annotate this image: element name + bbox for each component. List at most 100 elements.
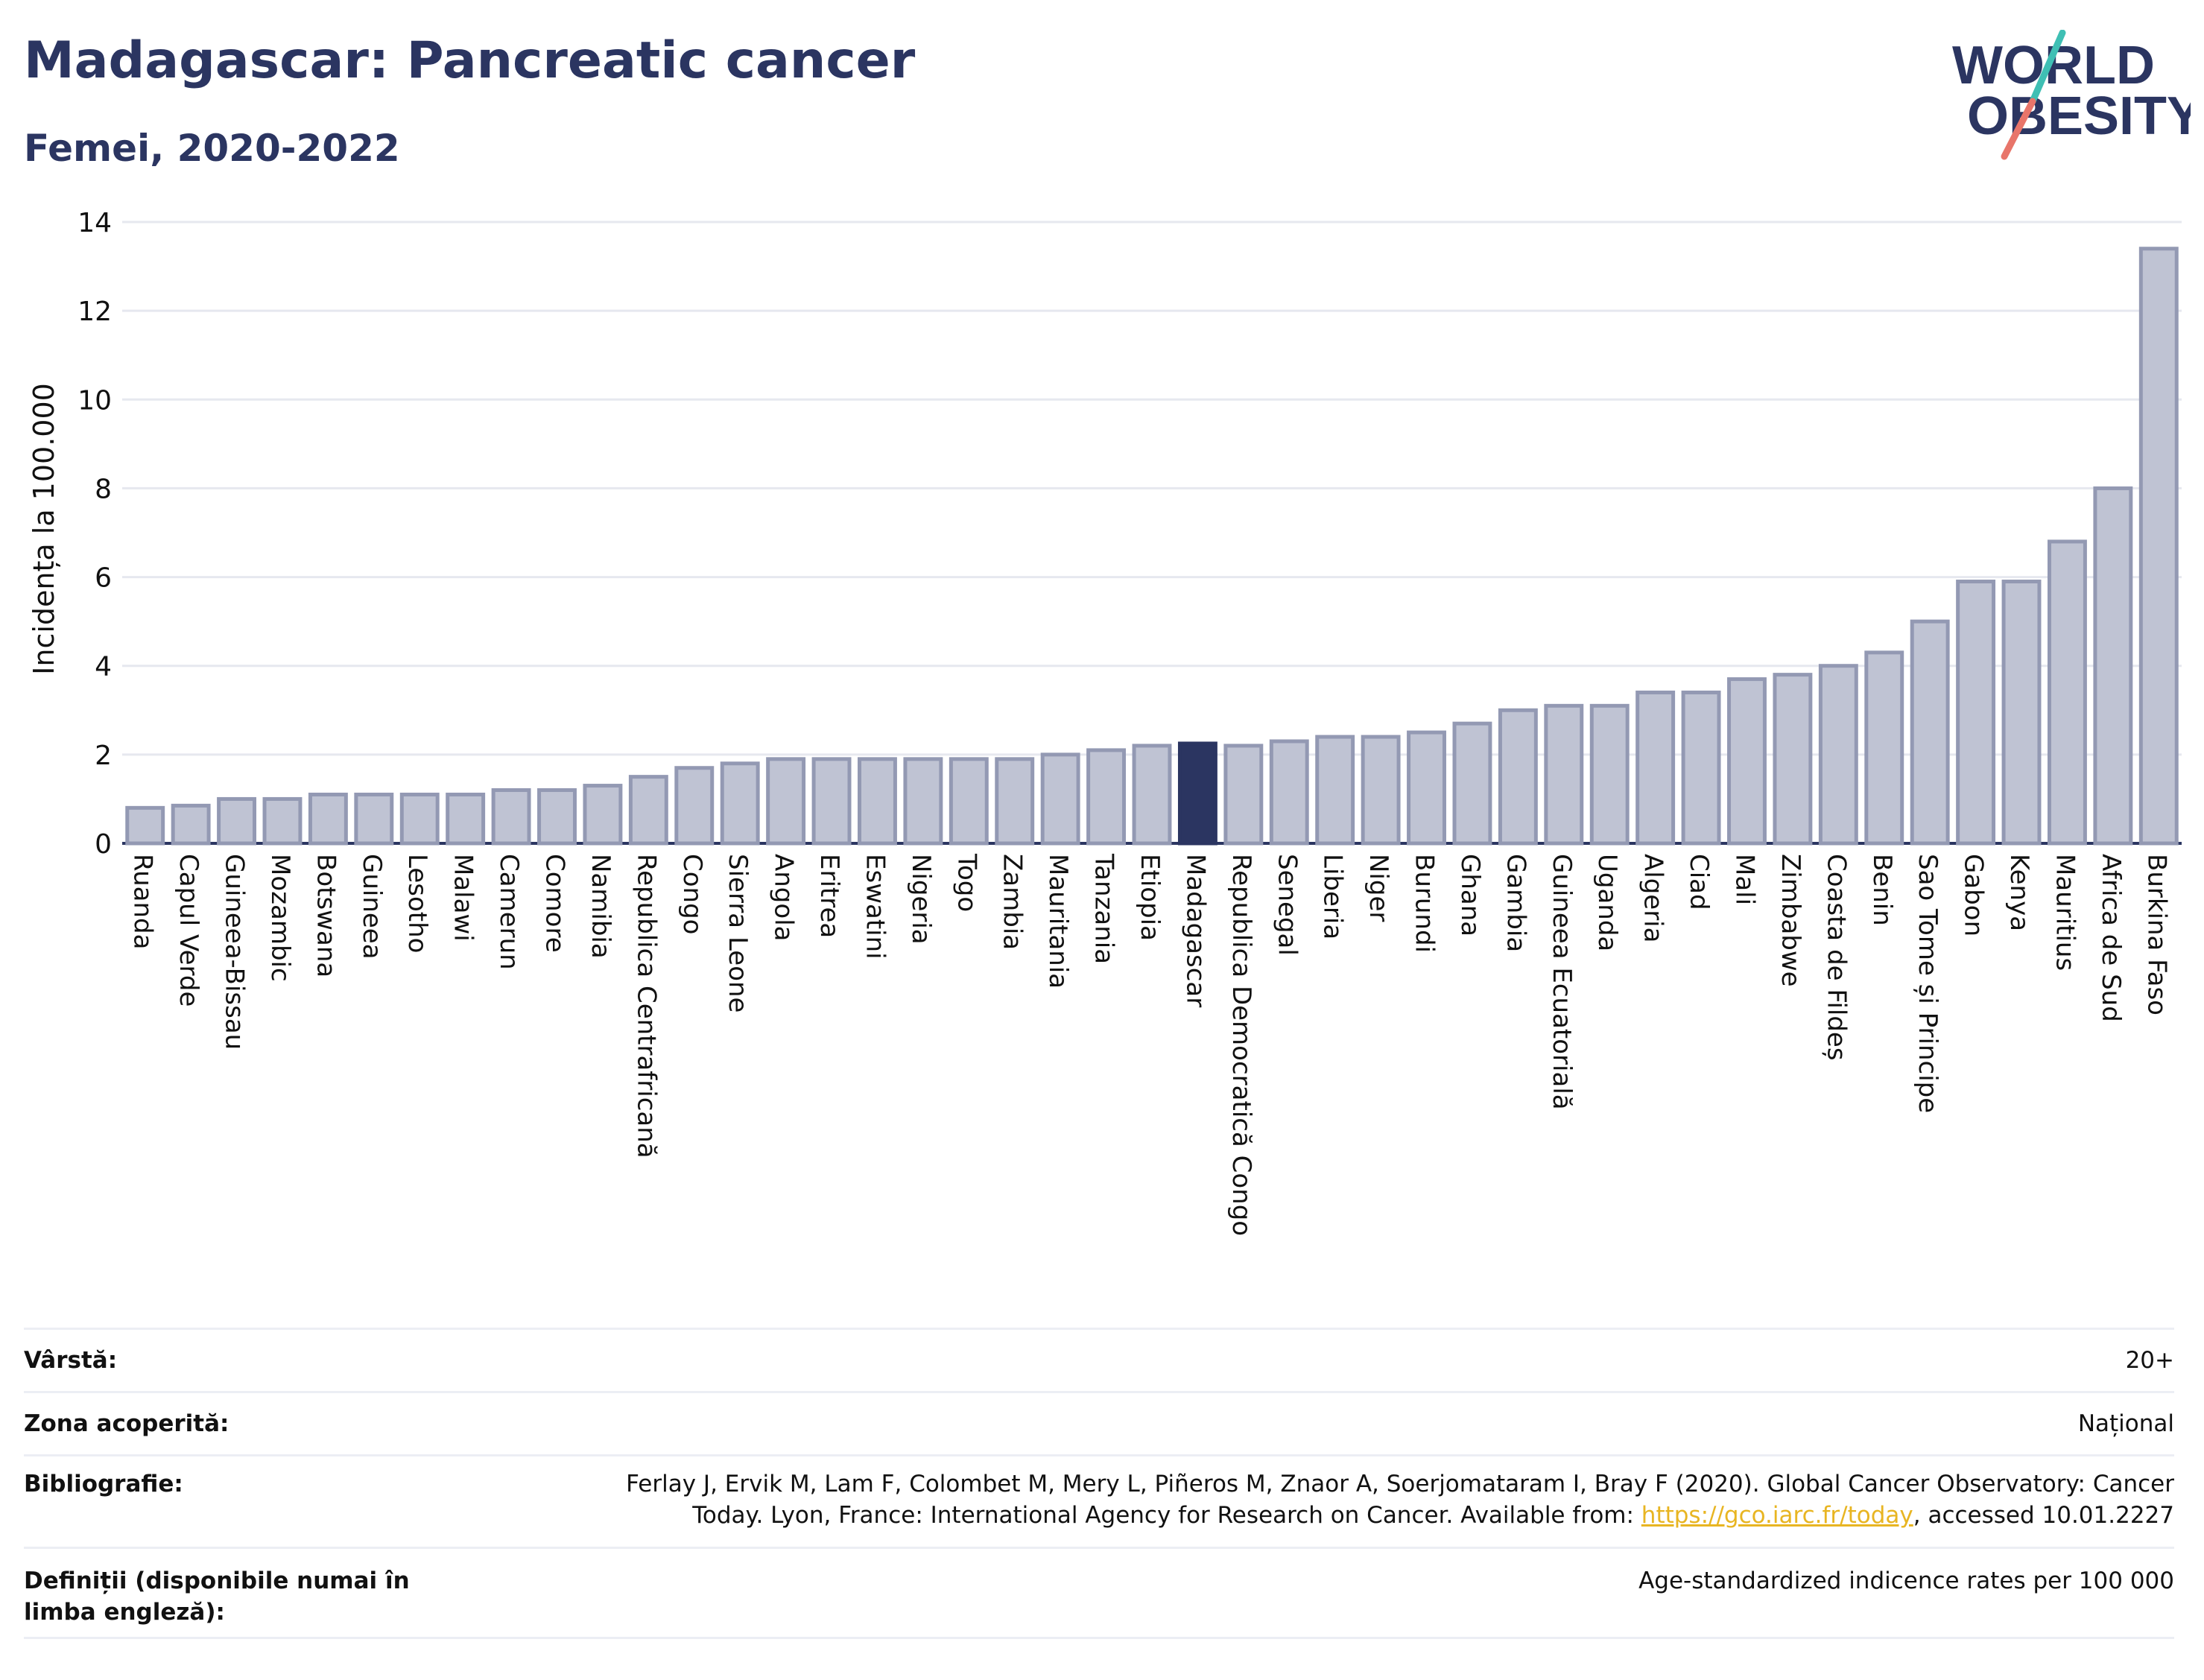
bar xyxy=(1544,703,1584,846)
bar xyxy=(399,792,440,846)
x-tick-label: Comore xyxy=(540,854,570,953)
bar xyxy=(858,757,897,846)
bar xyxy=(720,761,760,846)
bar xyxy=(446,792,486,846)
x-tick-label: Eritrea xyxy=(814,854,844,938)
logo-slash-teal xyxy=(2029,30,2066,105)
logo-slash-red xyxy=(2001,98,2036,160)
page-subtitle: Femei, 2020-2022 xyxy=(24,127,400,170)
x-tick-label: Guineea Ecuatorială xyxy=(1547,854,1577,1110)
bar xyxy=(2001,580,2042,846)
meta-row-age: Vârstă: 20+ xyxy=(24,1328,2174,1391)
bar xyxy=(903,757,943,846)
bar xyxy=(2138,247,2179,846)
y-tick-label: 8 xyxy=(95,474,112,504)
x-tick-label: Etiopia xyxy=(1135,854,1165,941)
age-value: 20+ xyxy=(2125,1347,2174,1374)
coverage-label: Zona acoperită: xyxy=(24,1410,229,1437)
x-tick-label: Sierra Leone xyxy=(723,854,753,1012)
bar xyxy=(2093,486,2133,846)
bar xyxy=(262,796,303,846)
bar xyxy=(674,766,715,846)
x-tick-label: Guineea xyxy=(357,854,387,960)
bar xyxy=(1727,677,1767,846)
x-tick-label: Burkina Faso xyxy=(2141,854,2171,1015)
x-tick-label: Burundi xyxy=(1410,854,1440,953)
bar xyxy=(1315,735,1355,846)
x-tick-label: Eswatini xyxy=(860,854,890,960)
metadata-table: Vârstă: 20+ Zona acoperită: Național Bib… xyxy=(24,1328,2174,1639)
x-tick-label: Uganda xyxy=(1592,854,1622,951)
x-tick-label: Togo xyxy=(951,853,981,912)
x-tick-label: Tanzania xyxy=(1089,853,1119,964)
bar xyxy=(171,803,211,846)
y-tick-label: 12 xyxy=(77,297,112,327)
x-tick-label: Malawi xyxy=(449,854,478,942)
x-tick-label: Botswana xyxy=(311,854,341,977)
bar xyxy=(1223,744,1264,846)
bibliography-link[interactable]: https://gco.iarc.fr/today xyxy=(1641,1502,1913,1529)
x-tick-label: Sao Tome și Principe xyxy=(1913,854,1942,1113)
meta-row-coverage: Zona acoperită: Național xyxy=(24,1391,2174,1454)
bar xyxy=(125,805,165,846)
x-tick-label: Zimbabwe xyxy=(1776,854,1805,987)
x-tick-label: Angola xyxy=(769,854,799,941)
bar xyxy=(308,792,348,846)
x-tick-label: Lesotho xyxy=(402,854,432,953)
x-tick-label: Liberia xyxy=(1318,854,1348,939)
x-tick-label: Congo xyxy=(677,854,707,934)
x-tick-label: Algeria xyxy=(1638,854,1668,942)
x-tick-label: Zambia xyxy=(998,854,1027,950)
x-tick-label: Ghana xyxy=(1455,854,1485,936)
bar xyxy=(1361,735,1401,846)
bibliography-value: Ferlay J, Ervik M, Lam F, Colombet M, Me… xyxy=(626,1468,2174,1531)
x-tick-label: Gambia xyxy=(1501,854,1530,952)
bar xyxy=(1956,580,1996,846)
x-tick-labels: Ruanda Capul Verde Guineea-Bissau Mozambic B… xyxy=(128,853,2172,1236)
y-tick-labels: 0 2 4 6 8 10 12 14 xyxy=(77,208,112,860)
x-tick-label: Mali xyxy=(1729,854,1759,905)
bar xyxy=(1910,619,1950,846)
bar xyxy=(2047,539,2087,846)
x-tick-label: Republica Democratică Congo xyxy=(1226,854,1256,1236)
bar xyxy=(1589,703,1630,846)
bibliography-label: Bibliografie: xyxy=(24,1471,183,1497)
x-tick-label: Senegal xyxy=(1272,854,1302,956)
y-tick-label: 14 xyxy=(77,208,112,238)
coverage-value: Național xyxy=(2077,1410,2174,1437)
x-tick-label: Nigeria xyxy=(906,854,936,945)
bibliography-line2b: , accessed 10.01.2227 xyxy=(1913,1502,2174,1529)
bar xyxy=(1132,744,1172,846)
x-tick-label: Mauritania xyxy=(1043,854,1073,989)
x-tick-label: Namibia xyxy=(586,854,615,959)
x-tick-label: Capul Verde xyxy=(174,854,203,1007)
bar-highlight xyxy=(1177,741,1217,846)
x-tick-label: Ciad xyxy=(1684,854,1714,910)
bar xyxy=(628,775,668,846)
bar xyxy=(1635,690,1676,846)
bar-chart: 0 2 4 6 8 10 12 14 Ruanda Capul Verde Guineea-Bis… xyxy=(28,208,2182,1236)
definitions-value: Age-standardized indicence rates per 100… xyxy=(1638,1568,2174,1594)
x-tick-label: Camerun xyxy=(494,854,524,970)
y-tick-label: 2 xyxy=(95,741,112,771)
x-tick-label: Ruanda xyxy=(128,854,158,949)
definitions-label: Definiții (disponibile numai în limba en… xyxy=(24,1568,410,1626)
bar xyxy=(1086,748,1127,846)
bar xyxy=(949,757,989,846)
bibliography-line1: Ferlay J, Ervik M, Lam F, Colombet M, Me… xyxy=(626,1471,2174,1497)
x-tick-label: Benin xyxy=(1867,854,1897,926)
y-tick-label: 10 xyxy=(77,385,112,416)
y-tick-label: 4 xyxy=(95,652,112,682)
page-title: Madagascar: Pancreatic cancer xyxy=(24,31,916,90)
bar xyxy=(1773,673,1813,846)
y-tick-label: 0 xyxy=(95,829,112,860)
y-tick-label: 6 xyxy=(95,563,112,594)
bar xyxy=(217,796,257,846)
x-tick-label: Mozambic xyxy=(265,854,295,982)
x-tick-label: Mauritius xyxy=(2050,854,2080,971)
bar xyxy=(583,784,623,846)
meta-row-bibliography: Bibliografie: Ferlay J, Ervik M, Lam F, … xyxy=(24,1454,2174,1547)
x-tick-label: Coasta de Fildeș xyxy=(1821,854,1851,1061)
bar xyxy=(766,757,806,846)
bar xyxy=(1864,650,1904,846)
